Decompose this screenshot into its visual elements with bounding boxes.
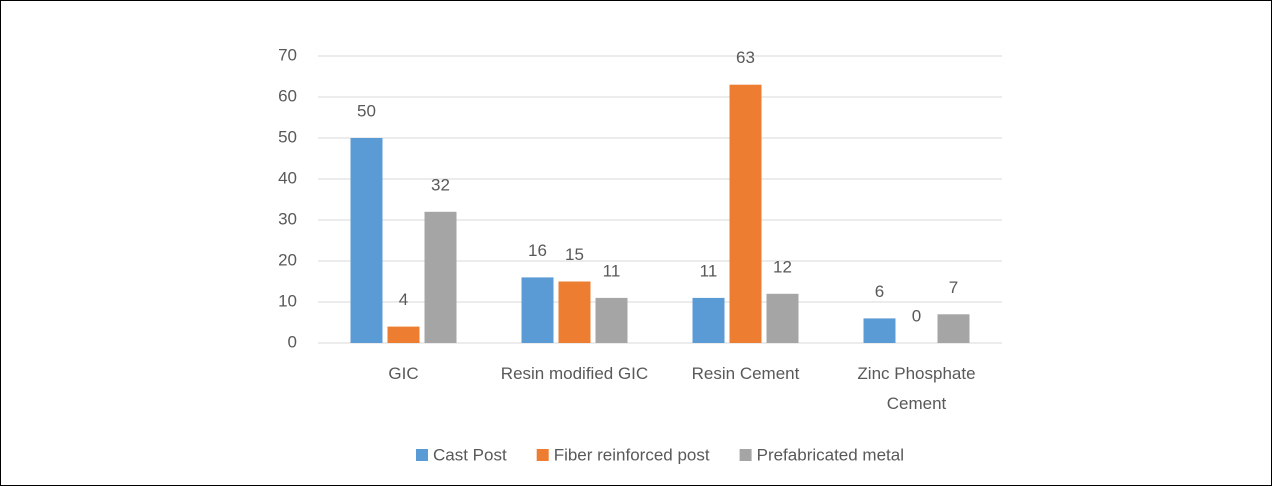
bar xyxy=(350,138,383,343)
legend-label: Fiber reinforced post xyxy=(554,445,710,464)
y-tick-label: 40 xyxy=(278,168,297,187)
bar xyxy=(521,277,554,343)
data-label: 50 xyxy=(357,101,376,120)
data-label: 4 xyxy=(399,290,408,309)
y-tick-label: 30 xyxy=(278,209,297,228)
y-tick-label: 10 xyxy=(278,291,297,310)
y-tick-label: 20 xyxy=(278,250,297,269)
bar xyxy=(863,318,896,343)
data-label: 63 xyxy=(736,48,755,67)
bar xyxy=(595,297,628,343)
y-tick-label: 60 xyxy=(278,86,297,105)
legend: Cast Post Fiber reinforced post Prefabrica… xyxy=(415,445,904,464)
x-tick-label: Resin modified GIC xyxy=(501,364,648,383)
bar xyxy=(692,297,725,343)
legend-swatch xyxy=(536,449,549,461)
bar xyxy=(424,211,457,343)
y-tick-label: 0 xyxy=(288,332,297,351)
bar xyxy=(387,326,420,343)
legend-swatch xyxy=(739,449,752,461)
data-label: 11 xyxy=(603,261,621,280)
x-tick-label: GIC xyxy=(388,364,418,383)
data-label: 7 xyxy=(949,278,958,297)
data-label: 16 xyxy=(528,241,547,260)
y-tick-label: 70 xyxy=(278,45,297,64)
bar xyxy=(558,281,591,343)
data-label: 6 xyxy=(875,282,884,301)
legend-label: Cast Post xyxy=(433,445,507,464)
y-tick-label: 50 xyxy=(278,127,297,146)
data-label: 0 xyxy=(912,306,921,325)
data-label: 11 xyxy=(700,261,718,280)
legend-swatch xyxy=(415,449,428,461)
bar xyxy=(729,84,762,343)
legend-label: Prefabricated metal xyxy=(757,445,904,464)
x-tick-label: Zinc Phosphate Cement xyxy=(857,364,975,413)
data-label: 15 xyxy=(565,245,584,264)
data-label: 32 xyxy=(431,175,450,194)
data-label: 12 xyxy=(773,257,792,276)
x-tick-label: Resin Cement xyxy=(692,364,800,383)
bar xyxy=(937,314,970,343)
bar xyxy=(766,293,799,343)
